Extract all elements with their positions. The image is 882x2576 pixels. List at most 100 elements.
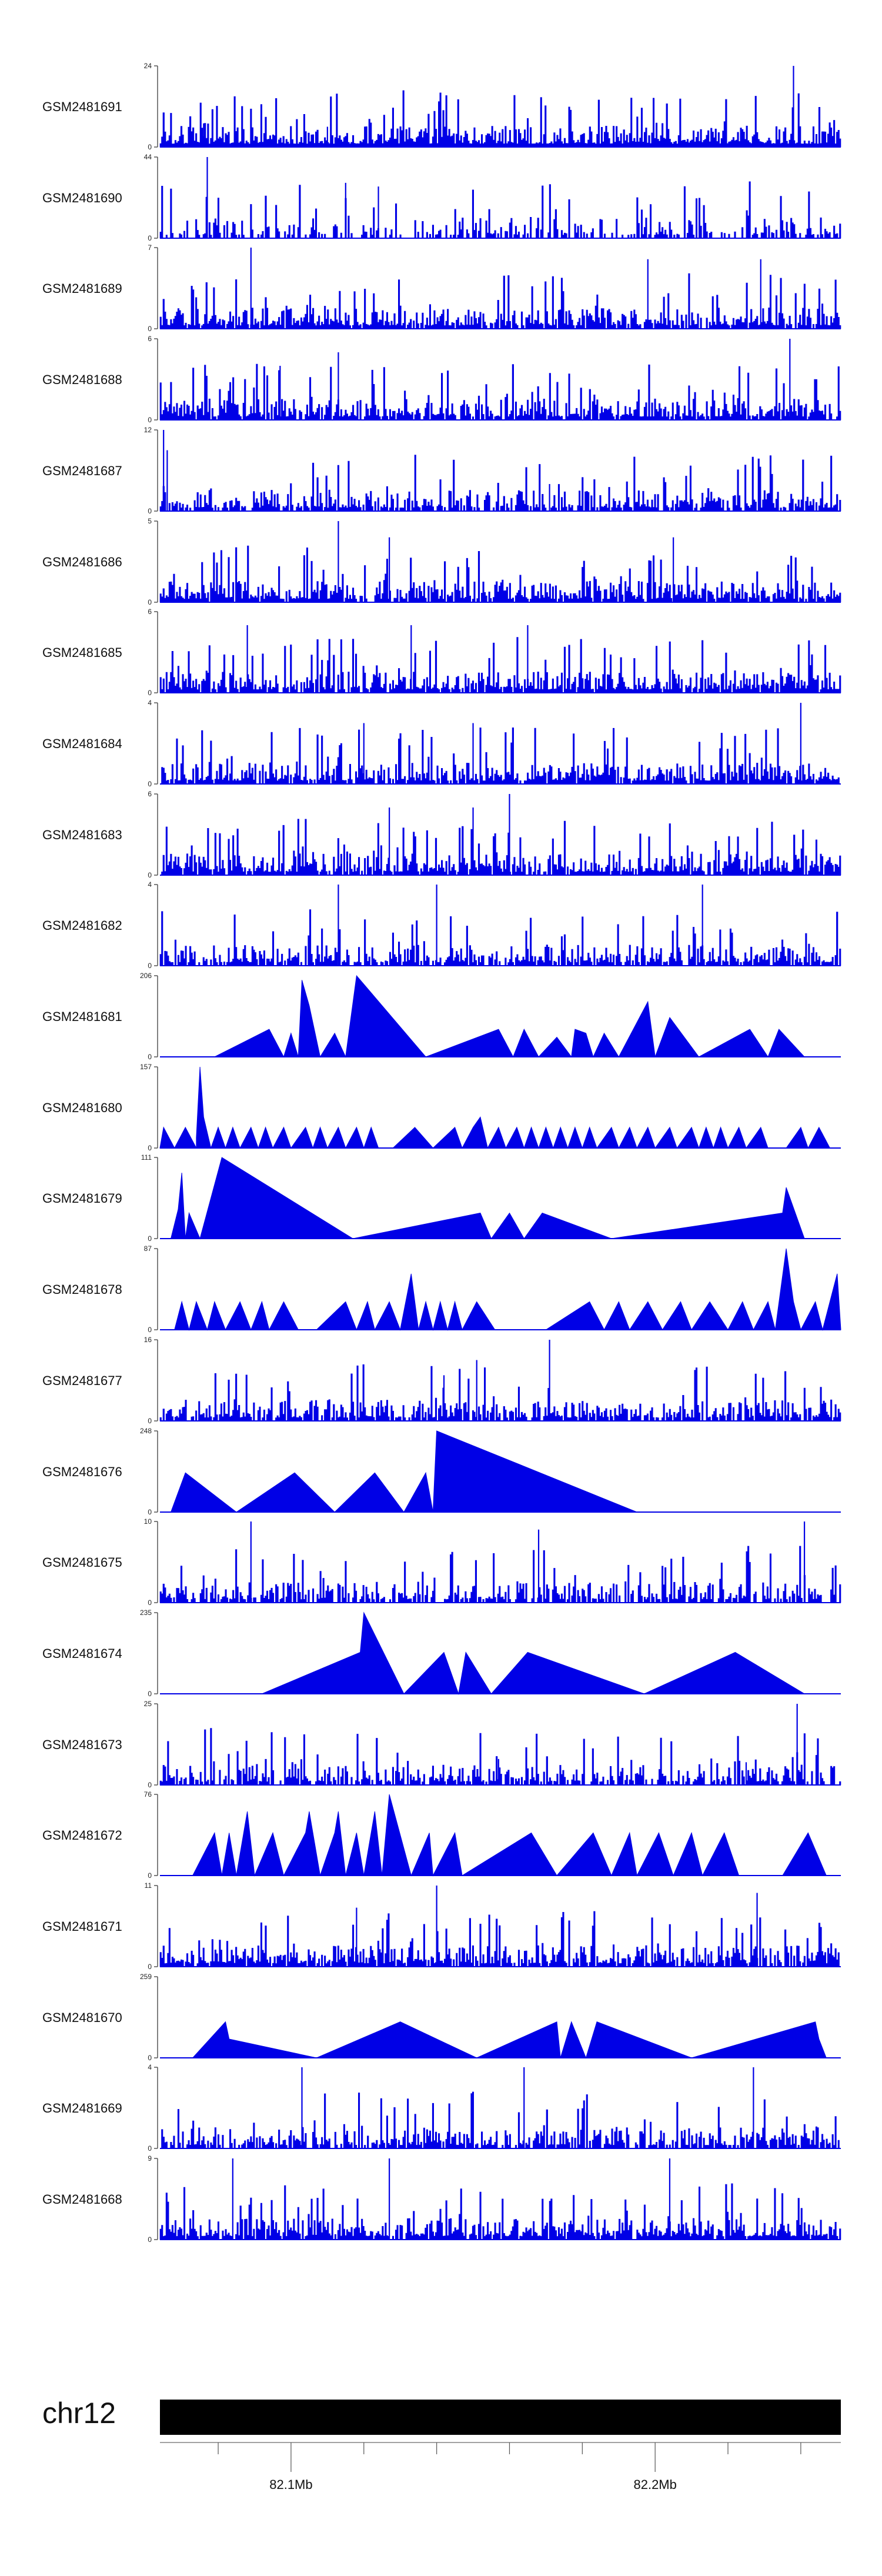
- track-label: GSM2481683: [42, 827, 122, 842]
- y-tick-label-min: 0: [148, 2235, 152, 2244]
- coverage-area: [174, 1248, 841, 1331]
- track-GSM2481673: GSM2481673 25 0: [42, 1700, 841, 1789]
- y-tick-label-max: 4: [148, 2063, 152, 2071]
- y-tick-label-min: 0: [148, 1508, 152, 1516]
- y-tick-label-min: 0: [148, 325, 152, 333]
- track-label: GSM2481685: [42, 645, 122, 660]
- track-GSM2481682: GSM2481682 4 0: [42, 880, 841, 970]
- coverage-area: [159, 1546, 841, 1603]
- coverage-area: [159, 181, 841, 239]
- coord-tick-label: 82.2Mb: [633, 2477, 676, 2492]
- y-tick-label-max: 4: [148, 880, 152, 889]
- chromosome-bar: [160, 2400, 841, 2435]
- track-label: GSM2481675: [42, 1555, 122, 1570]
- y-tick-label-min: 0: [148, 507, 152, 515]
- track-label: GSM2481688: [42, 372, 122, 387]
- track-GSM2481674: GSM2481674 235 0: [42, 1609, 841, 1698]
- y-tick-label-min: 0: [148, 1144, 152, 1152]
- coverage-area: [159, 909, 841, 966]
- y-tick-label-max: 12: [144, 426, 152, 434]
- track-label: GSM2481674: [42, 1646, 122, 1661]
- coverage-area: [170, 1430, 637, 1513]
- track-GSM2481681: GSM2481681 206 0: [42, 972, 841, 1061]
- y-tick-label-max: 7: [148, 243, 152, 252]
- y-tick-label-max: 25: [144, 1700, 152, 1708]
- coverage-area: [159, 1728, 841, 1786]
- y-tick-label-max: 6: [148, 335, 152, 343]
- track-label: GSM2481686: [42, 555, 122, 569]
- y-tick-label-max: 44: [144, 153, 152, 161]
- track-GSM2481671: GSM2481671 11 0: [42, 1881, 841, 1971]
- y-tick-label-max: 11: [145, 1881, 152, 1890]
- track-GSM2481677: GSM2481677 16 0: [42, 1336, 841, 1425]
- y-tick-label-min: 0: [148, 689, 152, 697]
- track-label: GSM2481680: [42, 1100, 122, 1115]
- y-tick-label-min: 0: [148, 1417, 152, 1425]
- coverage-area: [159, 1364, 841, 1422]
- y-tick-label-min: 0: [148, 1871, 152, 1880]
- y-tick-label-max: 259: [140, 1973, 152, 1981]
- coverage-area: [159, 637, 841, 693]
- track-GSM2481670: GSM2481670 259 0: [42, 1973, 841, 2062]
- y-tick-label-max: 10: [144, 1517, 152, 1526]
- track-label: GSM2481669: [42, 2101, 122, 2115]
- coverage-area: [160, 728, 841, 785]
- track-GSM2481676: GSM2481676 248 0: [42, 1427, 841, 1516]
- y-tick-label-min: 0: [148, 871, 152, 879]
- y-tick-label-min: 0: [148, 1326, 152, 1334]
- y-tick-label-max: 6: [148, 790, 152, 798]
- y-tick-label-min: 0: [148, 962, 152, 970]
- coverage-area: [192, 1794, 827, 1877]
- track-GSM2481675: GSM2481675 10 0: [42, 1517, 841, 1607]
- y-tick-label-max: 5: [148, 517, 152, 525]
- y-tick-label-max: 6: [148, 608, 152, 616]
- track-label: GSM2481679: [42, 1191, 122, 1206]
- y-tick-label-max: 248: [140, 1427, 152, 1435]
- track-label: GSM2481671: [42, 1919, 122, 1934]
- y-tick-label-min: 0: [148, 1781, 152, 1789]
- coverage-area: [159, 90, 841, 148]
- track-label: GSM2481690: [42, 191, 122, 205]
- track-GSM2481690: GSM2481690 44 0: [42, 153, 841, 242]
- genome-axis: chr12 82.1Mb 82.2Mb: [42, 2397, 841, 2492]
- y-tick-label-min: 0: [148, 1234, 152, 1243]
- coverage-area: [159, 1911, 841, 1967]
- coverage-area: [159, 545, 841, 603]
- y-tick-label-min: 0: [148, 234, 152, 242]
- track-label: GSM2481676: [42, 1464, 122, 1479]
- coverage-area: [159, 363, 841, 421]
- y-tick-label-max: 4: [148, 699, 152, 707]
- track-label: GSM2481672: [42, 1828, 122, 1843]
- chromosome-label: chr12: [42, 2397, 116, 2430]
- y-tick-label-min: 0: [148, 1963, 152, 1971]
- track-GSM2481669: GSM2481669 4 0: [42, 2063, 841, 2153]
- track-label: GSM2481668: [42, 2192, 122, 2207]
- y-tick-label-max: 87: [144, 1244, 152, 1253]
- track-GSM2481689: GSM2481689 7 0: [42, 243, 841, 333]
- track-label: GSM2481684: [42, 736, 122, 751]
- track-label: GSM2481677: [42, 1373, 122, 1388]
- track-GSM2481680: GSM2481680 157 0: [42, 1063, 841, 1152]
- track-label: GSM2481681: [42, 1009, 122, 1024]
- track-GSM2481679: GSM2481679 111 0: [42, 1153, 841, 1243]
- y-tick-label-max: 9: [148, 2154, 152, 2163]
- coverage-area: [170, 1157, 805, 1240]
- y-tick-label-max: 16: [144, 1336, 152, 1344]
- coverage-area: [214, 975, 806, 1058]
- track-label: GSM2481689: [42, 281, 122, 296]
- coverage-area: [262, 1611, 806, 1695]
- y-tick-label-min: 0: [148, 143, 152, 151]
- coverage-area: [159, 1066, 831, 1149]
- y-tick-label-min: 0: [148, 2144, 152, 2153]
- track-GSM2481685: GSM2481685 6 0: [42, 608, 841, 697]
- y-tick-label-max: 111: [141, 1153, 152, 1162]
- track-GSM2481691: GSM2481691 24 0: [42, 62, 841, 151]
- coverage-area: [160, 2091, 841, 2149]
- y-tick-label-max: 76: [144, 1790, 152, 1798]
- track-GSM2481672: GSM2481672 76 0: [42, 1790, 841, 1880]
- track-label: GSM2481678: [42, 1282, 122, 1297]
- track-GSM2481678: GSM2481678 87 0: [42, 1244, 841, 1334]
- track-GSM2481688: GSM2481688 6 0: [42, 335, 841, 424]
- coverage-area: [159, 2183, 841, 2240]
